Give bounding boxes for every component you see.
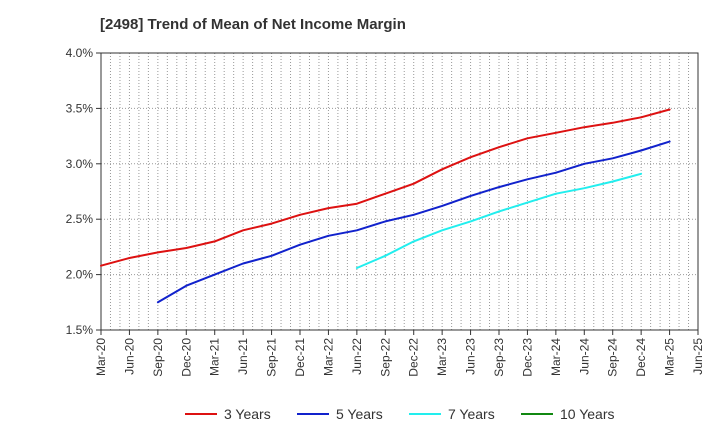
series-line [156, 140, 671, 304]
y-tick-label: 3.5% [66, 101, 94, 115]
x-tick-label: Jun-24 [577, 338, 591, 375]
x-tick-label: Jun-21 [236, 338, 250, 375]
x-tick-label: Dec-21 [293, 338, 307, 377]
x-tick-label: Dec-22 [407, 338, 421, 377]
y-tick-label: 4.0% [66, 46, 94, 60]
legend-label: 5 Years [336, 406, 383, 422]
legend-label: 7 Years [448, 406, 495, 422]
x-tick-label: Sep-24 [606, 338, 620, 377]
x-tick-label: Mar-25 [663, 338, 677, 376]
x-tick-label: Jun-25 [691, 338, 705, 375]
y-tick-label: 1.5% [66, 323, 94, 337]
x-tick-label: Dec-23 [520, 338, 534, 377]
x-tick-label: Sep-20 [151, 338, 165, 377]
series-line [100, 108, 671, 267]
x-tick-label: Dec-24 [634, 338, 648, 377]
plot-area [101, 53, 698, 330]
x-tick-label: Jun-23 [464, 338, 478, 375]
x-tick-label: Sep-22 [378, 338, 392, 377]
chart-title: [2498] Trend of Mean of Net Income Margi… [100, 16, 406, 33]
x-tick-label: Jun-20 [122, 338, 136, 375]
y-tick-label: 3.0% [66, 157, 94, 171]
x-tick-label: Sep-21 [265, 338, 279, 377]
x-tick-label: Mar-22 [321, 338, 335, 376]
plot-border [100, 52, 699, 331]
y-tick-label: 2.0% [66, 268, 94, 282]
legend-label: 3 Years [224, 406, 271, 422]
x-tick-label: Dec-20 [179, 338, 193, 377]
x-tick-label: Jun-22 [350, 338, 364, 375]
x-tick-label: Mar-20 [94, 338, 108, 376]
x-tick-label: Sep-23 [492, 338, 506, 377]
y-tick-label: 2.5% [66, 212, 94, 226]
x-tick-label: Mar-21 [208, 338, 222, 376]
legend-label: 10 Years [560, 406, 615, 422]
x-tick-label: Mar-23 [435, 338, 449, 376]
x-tick-label: Mar-24 [549, 338, 563, 376]
series-line [355, 172, 643, 269]
